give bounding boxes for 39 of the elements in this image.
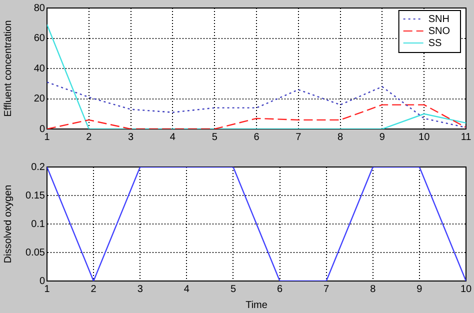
line-series [47,104,466,129]
y-tick-label: 0.15 [26,190,46,202]
x-tick-label: 1 [44,132,50,143]
x-tick-label: 2 [90,284,97,295]
y-tick-label: 0.2 [31,162,46,173]
x-tick-label: 2 [86,132,92,143]
y-tick-label: 0 [39,276,46,287]
y-tick-label: 0.05 [26,247,46,258]
x-tick-label: 8 [338,132,344,143]
y-tick-label: 0 [39,124,46,135]
x-tick-label: 3 [128,132,134,143]
y-tick-label: 60 [34,33,46,44]
x-tick-label: 6 [254,132,260,143]
y-tick-label: 40 [34,63,46,74]
x-tick-label: 7 [296,132,302,143]
legend-label: SS [428,38,442,49]
x-tick-label: 5 [212,132,218,143]
legend-label: SNO [428,26,450,37]
y-tick-label: 20 [34,94,46,104]
x-tick-label: 10 [418,132,430,143]
legend-label: SNH [428,14,450,25]
x-tick-label: 3 [137,284,144,295]
x-tick-label: 9 [416,284,423,295]
x-tick-label: 9 [379,132,386,143]
y-axis-title: Effluent concentration [2,20,14,117]
x-tick-label: 5 [230,284,236,295]
x-axis-title: Time [246,300,268,311]
x-tick-label: 7 [324,284,330,295]
x-tick-label: 6 [276,284,283,295]
x-tick-label: 11 [460,132,472,143]
y-axis-title: Dissolved oxygen [2,184,14,264]
line-series [47,82,466,128]
x-tick-label: 1 [44,284,50,295]
y-tick-label: 0.1 [31,218,46,230]
x-tick-label: 4 [184,284,190,295]
x-tick-label: 4 [170,132,176,143]
x-tick-label: 8 [370,284,376,295]
x-tick-label: 10 [460,284,472,295]
y-tick-label: 80 [34,2,46,14]
